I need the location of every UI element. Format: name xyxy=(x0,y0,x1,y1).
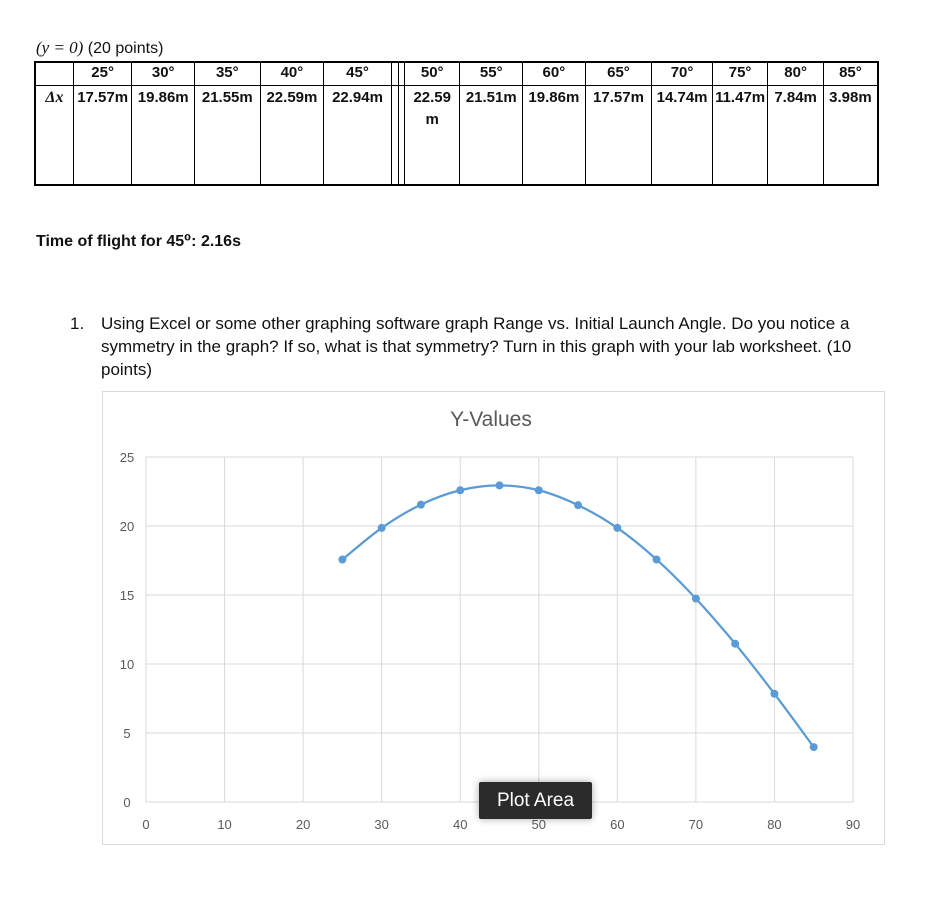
angle-cell: 70° xyxy=(651,61,713,86)
corner-cell xyxy=(34,61,74,86)
range-vs-angle-chart[interactable]: 0 10 20 30 40 50 60 70 80 90 0 5 10 15 20 25 Y-Values xyxy=(103,392,884,844)
time-of-flight: Time of flight for 45⁰: 2.16s xyxy=(36,233,241,250)
range-cell: 7.84m xyxy=(767,85,824,186)
plot-area-tooltip: Plot Area xyxy=(479,782,592,819)
data-point[interactable] xyxy=(534,486,543,495)
range-cell: 21.55m xyxy=(194,85,261,186)
range-cell: 22.59m xyxy=(403,85,461,186)
spacer-cell xyxy=(390,85,399,186)
y-tick-label: 25 xyxy=(120,450,134,465)
data-point[interactable] xyxy=(495,481,504,490)
chart-area[interactable]: 0 10 20 30 40 50 60 70 80 90 0 5 10 15 20 25 Y-Values xyxy=(102,391,885,845)
spacer-cell xyxy=(397,85,405,186)
series-markers xyxy=(338,481,818,752)
header-condition: (y = 0) xyxy=(36,38,84,57)
x-tick-label: 40 xyxy=(453,817,467,832)
question-header: (y = 0) (20 points) xyxy=(36,38,163,58)
gridlines xyxy=(145,456,854,803)
angle-cell: 35° xyxy=(194,61,261,86)
x-tick-label: 10 xyxy=(217,817,231,832)
y-tick-label: 10 xyxy=(120,657,134,672)
x-tick-label: 70 xyxy=(689,817,703,832)
data-point[interactable] xyxy=(574,501,583,510)
data-point[interactable] xyxy=(809,743,818,752)
angle-cell: 55° xyxy=(459,61,524,86)
range-cell: 19.86m xyxy=(131,85,195,186)
data-point[interactable] xyxy=(770,689,779,698)
data-point[interactable] xyxy=(652,555,661,564)
y-tick-label: 15 xyxy=(120,588,134,603)
question-number: 1. xyxy=(70,314,85,333)
range-table: 25° 30° 35° 40° 45° 50° 55° 60° 65° 70° … xyxy=(34,61,879,186)
angle-cell: 60° xyxy=(522,61,586,86)
angle-cell: 65° xyxy=(584,61,653,86)
angle-cell: 80° xyxy=(767,61,824,86)
range-cell: 22.94m xyxy=(323,85,392,186)
data-point[interactable] xyxy=(416,500,425,509)
x-tick-label: 20 xyxy=(296,817,310,832)
range-cell: 11.47m xyxy=(711,85,769,186)
range-cell: 17.57m xyxy=(72,85,133,186)
range-cell: 22.59m xyxy=(259,85,325,186)
x-axis-ticks: 0 10 20 30 40 50 60 70 80 90 xyxy=(142,817,860,832)
series-line xyxy=(341,484,815,748)
y-tick-label: 5 xyxy=(123,726,130,741)
data-point[interactable] xyxy=(377,523,386,532)
range-row: Δx 17.57m 19.86m 21.55m 22.59m 22.94m 22… xyxy=(34,85,879,186)
range-cell: 3.98m xyxy=(822,85,879,186)
data-point[interactable] xyxy=(456,486,465,495)
row-label: Δx xyxy=(34,85,74,186)
data-point[interactable] xyxy=(731,639,740,648)
angle-cell: 25° xyxy=(72,61,133,86)
header-points: (20 points) xyxy=(87,40,164,57)
y-tick-label: 20 xyxy=(120,519,134,534)
y-axis-ticks: 0 5 10 15 20 25 xyxy=(120,450,134,810)
range-cell: 21.51m xyxy=(459,85,524,186)
x-tick-label: 90 xyxy=(846,817,860,832)
chart-title: Y-Values xyxy=(450,408,532,431)
angle-cell: 45° xyxy=(323,61,392,86)
x-tick-label: 80 xyxy=(767,817,781,832)
x-tick-label: 30 xyxy=(374,817,388,832)
data-point[interactable] xyxy=(338,555,347,564)
data-point[interactable] xyxy=(613,523,622,532)
x-tick-label: 60 xyxy=(610,817,624,832)
data-point[interactable] xyxy=(691,594,700,603)
x-tick-label: 0 xyxy=(142,817,149,832)
angle-cell: 85° xyxy=(822,61,879,86)
question-text: Using Excel or some other graphing softw… xyxy=(101,314,852,379)
angle-cell: 75° xyxy=(711,61,769,86)
x-tick-label: 50 xyxy=(532,817,546,832)
range-cell: 19.86m xyxy=(522,85,586,186)
range-cell: 14.74m xyxy=(651,85,713,186)
y-tick-label: 0 xyxy=(123,795,130,810)
angle-cell: 40° xyxy=(259,61,325,86)
spacer-cell xyxy=(390,61,399,86)
angle-cell: 50° xyxy=(403,61,461,86)
angle-row: 25° 30° 35° 40° 45° 50° 55° 60° 65° 70° … xyxy=(34,61,879,86)
angle-cell: 30° xyxy=(131,61,195,86)
range-cell: 17.57m xyxy=(584,85,653,186)
